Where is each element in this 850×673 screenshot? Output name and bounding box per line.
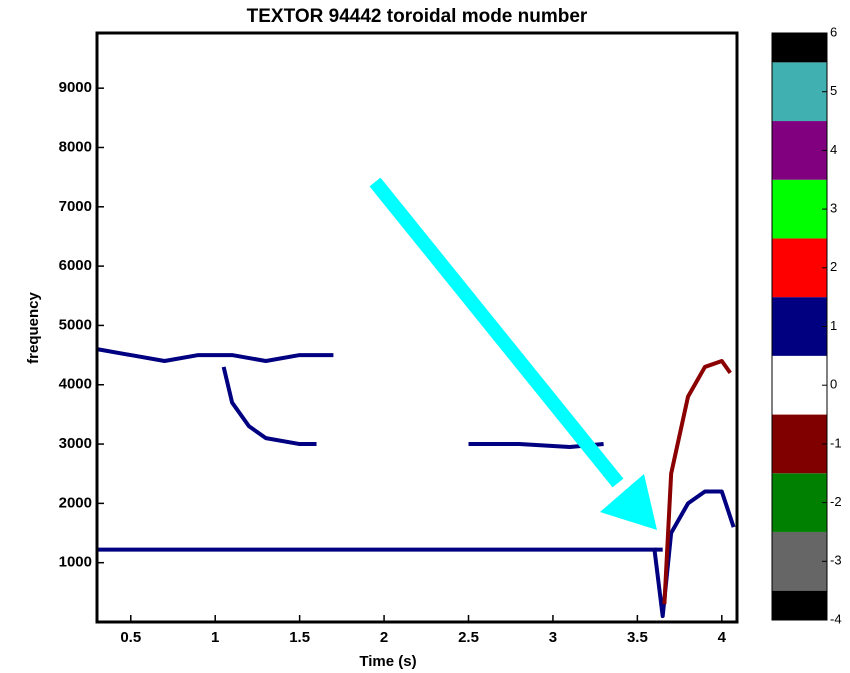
x-tick-label: 3.5	[627, 629, 648, 646]
colorbar-segment	[772, 531, 827, 591]
x-tick-label: 2	[380, 629, 388, 646]
mode-line	[662, 359, 732, 605]
colorbar-tick-label: 3	[830, 201, 837, 216]
x-tick-label: 1	[211, 629, 219, 646]
x-tick-label: 0.5	[120, 629, 141, 646]
colorbar-tick-label: 5	[830, 83, 837, 98]
y-axis-label: frequency	[25, 292, 42, 364]
x-tick-label: 4	[718, 629, 727, 646]
colorbar-segment	[772, 121, 827, 180]
colorbar-tick-label: -2	[830, 494, 842, 509]
colorbar-segment	[772, 355, 827, 415]
y-tick-label: 5000	[59, 316, 92, 333]
colorbar-segment	[772, 414, 827, 474]
plot-frame	[95, 31, 739, 624]
colorbar-tick-label: 4	[830, 142, 837, 157]
y-tick-label: 6000	[59, 257, 92, 274]
colorbar-segment	[772, 473, 827, 532]
x-tick-label: 1.5	[289, 629, 310, 646]
colorbar-segment	[772, 590, 827, 620]
colorbar-tick-label: 6	[830, 24, 837, 39]
x-axis-label: Time (s)	[359, 653, 416, 670]
y-tick-label: 7000	[59, 198, 92, 215]
colorbar-segment	[772, 62, 827, 122]
mode-line	[221, 366, 317, 447]
y-tick-label: 1000	[59, 554, 92, 571]
y-tick-label: 4000	[59, 376, 92, 393]
chart-title: TEXTOR 94442 toroidal mode number	[247, 6, 588, 27]
colorbar-segment	[772, 238, 827, 298]
colorbar-tick-label: -4	[830, 611, 842, 626]
annotation-arrow	[369, 177, 657, 530]
y-tick-label: 8000	[59, 138, 92, 155]
colorbar-segment	[772, 179, 827, 239]
x-tick-label: 3	[549, 629, 557, 646]
colorbar-tick-label: 0	[830, 377, 837, 392]
mode-line	[652, 489, 736, 619]
x-tick-label: 2.5	[458, 629, 479, 646]
colorbar-tick-label: 2	[830, 259, 837, 274]
colorbar-tick-label: 1	[830, 318, 837, 333]
colorbar-segment	[772, 297, 827, 356]
colorbar-tick-label: -1	[830, 435, 842, 450]
y-tick-label: 3000	[59, 435, 92, 452]
y-tick-label: 9000	[59, 79, 92, 96]
colorbar-tick-label: -3	[830, 553, 842, 568]
mode-line	[96, 347, 334, 364]
y-tick-label: 2000	[59, 494, 92, 511]
colorbar-segment	[772, 33, 827, 63]
